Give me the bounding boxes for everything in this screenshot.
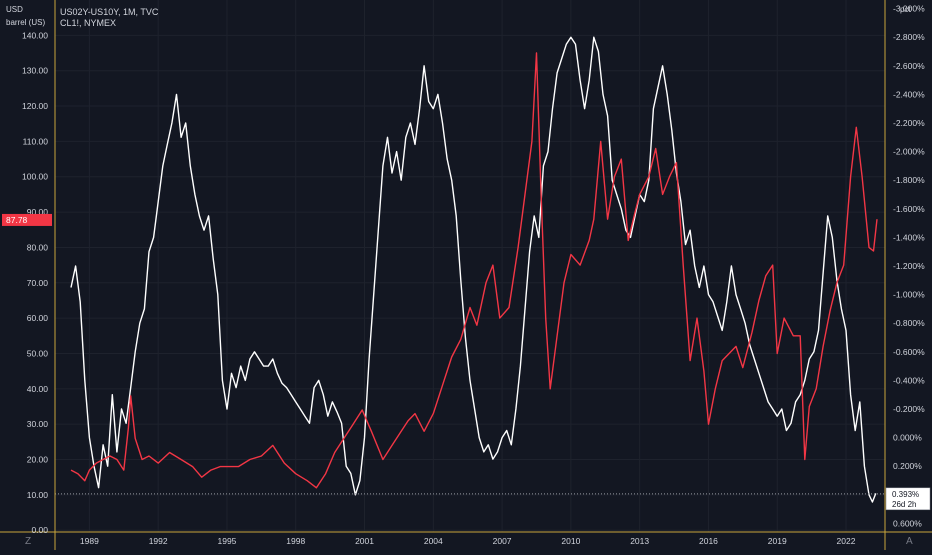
last-value-labels: 87.78 0.393%26d 2h xyxy=(2,213,931,511)
left-axis-tick: 0.00 xyxy=(31,525,48,535)
right-axis-tick: -2.800% xyxy=(893,32,925,42)
left-axis-unit: USD xyxy=(6,5,23,14)
left-axis-tick: 60.00 xyxy=(27,313,49,323)
right-axis-tick: -1.600% xyxy=(893,204,925,214)
left-axis-tick: 50.00 xyxy=(27,348,49,358)
x-axis-tick: 2016 xyxy=(699,536,718,546)
left-axis-tick: 70.00 xyxy=(27,278,49,288)
corner-left-mark[interactable]: Z xyxy=(25,536,32,547)
series-line-us02y-us10y[interactable] xyxy=(70,36,877,503)
left-axis-tick: 130.00 xyxy=(22,66,48,76)
right-axis-tick: -1.800% xyxy=(893,175,925,185)
x-axis-tick: 2001 xyxy=(355,536,374,546)
right-axis-tick: 0.200% xyxy=(893,461,922,471)
left-axis-label: barrel (US) xyxy=(6,18,45,27)
x-axis-tick: 2007 xyxy=(493,536,512,546)
left-axis-tick: 20.00 xyxy=(27,455,49,465)
left-axis-tick: 40.00 xyxy=(27,384,49,394)
right-axis-tick: -2.200% xyxy=(893,118,925,128)
left-axis-tick: 100.00 xyxy=(22,172,48,182)
x-axis-tick: 2022 xyxy=(837,536,856,546)
grid xyxy=(55,0,885,532)
right-axis-tick: 0.600% xyxy=(893,518,922,528)
right-axis-tick: -0.600% xyxy=(893,347,925,357)
x-axis-tick: 1998 xyxy=(286,536,305,546)
series-layer xyxy=(55,36,885,503)
left-axis-tick: 140.00 xyxy=(22,30,48,40)
series-line-cl1[interactable] xyxy=(70,52,878,489)
right-axis-tick: -1.400% xyxy=(893,232,925,242)
x-axis-tick: 1989 xyxy=(80,536,99,546)
right-axis-unit: pct xyxy=(900,5,911,14)
last-value-badge xyxy=(885,487,931,511)
right-axis-tick: -0.800% xyxy=(893,318,925,328)
corner-right-mark[interactable]: A xyxy=(906,536,913,547)
left-axis-tick: 10.00 xyxy=(27,490,49,500)
left-axis-tick: 120.00 xyxy=(22,101,48,111)
right-axis-tick: -2.400% xyxy=(893,89,925,99)
x-axis-tick: 2013 xyxy=(630,536,649,546)
left-axis-tick: 90.00 xyxy=(27,207,49,217)
x-axis-tick: 2019 xyxy=(768,536,787,546)
left-axis-tick: 30.00 xyxy=(27,419,49,429)
left-axis-tick: 110.00 xyxy=(23,136,49,146)
right-axis-tick: 0.000% xyxy=(893,433,922,443)
right-axis-tick: -1.200% xyxy=(893,261,925,271)
time-axis[interactable]: 1989 1992 1995 1998 2001 2004 2007 2010 2013 2016… xyxy=(80,536,856,546)
x-axis-tick: 2010 xyxy=(561,536,580,546)
legend-subtitle[interactable]: CL1!, NYMEX xyxy=(60,18,116,28)
last-price-label: 87.78 xyxy=(6,215,28,225)
legend-title[interactable]: US02Y-US10Y, 1M, TVC xyxy=(60,7,159,17)
right-axis-tick: -1.000% xyxy=(893,290,925,300)
right-axis-tick: -0.400% xyxy=(893,375,925,385)
x-axis-tick: 1995 xyxy=(218,536,237,546)
last-price-badge xyxy=(2,213,52,226)
right-axis-tick: -3.000% xyxy=(893,4,925,14)
countdown-label: 26d 2h xyxy=(892,500,916,509)
x-axis-tick: 1992 xyxy=(149,536,168,546)
right-axis-tick: -0.200% xyxy=(893,404,925,414)
x-axis-tick: 2004 xyxy=(424,536,443,546)
left-axis-tick: 80.00 xyxy=(27,242,49,252)
right-axis-tick: -2.000% xyxy=(893,147,925,157)
last-value-label: 0.393% xyxy=(892,490,919,499)
right-price-axis[interactable]: 0.600%0.400%0.200%0.000%-0.200%-0.400%-0… xyxy=(893,4,925,529)
left-price-axis[interactable]: 0.00 10.00 20.00 30.00 40.00 50.00 60.00 70.00 8… xyxy=(22,30,48,535)
right-axis-tick: -2.600% xyxy=(893,61,925,71)
